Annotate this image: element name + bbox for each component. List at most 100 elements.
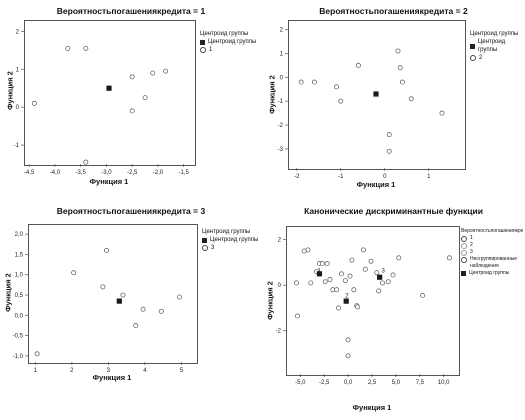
legend-label: Центроид группы <box>210 237 259 243</box>
legend-item: 2 <box>461 242 523 249</box>
data-point <box>324 261 330 267</box>
chart-title: Вероятностьпогашениякредита = 3 <box>56 206 206 216</box>
legend-label: Центроид группы <box>477 39 506 53</box>
y-tick-label: -1,0 <box>13 354 24 360</box>
square-marker-icon <box>461 271 466 276</box>
square-marker-icon <box>202 237 207 243</box>
legend-title: Центроид группы <box>470 31 519 37</box>
data-point <box>345 353 351 359</box>
y-axis-label: Функция 2 <box>3 273 13 312</box>
data-point <box>360 247 366 253</box>
data-point <box>374 270 380 276</box>
data-point <box>362 266 368 272</box>
square-marker-icon <box>200 39 205 45</box>
data-point <box>142 95 148 101</box>
legend: Центроид группы Центроид группы 2 <box>470 30 525 62</box>
legend-item: Центроид группы <box>470 38 525 54</box>
circle-marker-icon <box>470 55 476 61</box>
y-tick-label: 2,0 <box>15 232 24 238</box>
circle-marker-icon <box>461 242 467 249</box>
x-tick-label: -5,0 <box>295 380 306 386</box>
data-point <box>163 68 169 74</box>
data-point <box>294 280 299 286</box>
chart-panel-1: Вероятностьпогашениякредита = 1 -4,5 -4,0… <box>0 0 262 200</box>
x-tick-label: -3,0 <box>101 170 112 176</box>
y-tick-label: -0,5 <box>13 334 24 340</box>
legend-label: 1 <box>470 235 473 241</box>
legend-label: 2 <box>470 242 473 248</box>
chart-title: Канонические дискриминантные функции <box>304 206 483 216</box>
centroid-label: 1 <box>318 269 322 275</box>
data-point <box>368 258 374 264</box>
y-tick-label: -1 <box>14 143 20 149</box>
legend-label: Центроид группы <box>469 270 510 276</box>
data-point <box>311 79 317 85</box>
x-tick-label: -4,0 <box>50 170 61 176</box>
data-point <box>395 48 401 54</box>
data-point <box>385 279 391 285</box>
y-tick-label: 2 <box>280 28 284 34</box>
centroid-point <box>373 91 379 97</box>
data-point <box>133 323 139 328</box>
x-axis-label: Функция 1 <box>92 373 132 382</box>
y-tick-label: -3 <box>278 147 284 153</box>
legend-item: 1 <box>200 46 256 54</box>
data-point <box>71 270 77 276</box>
legend-item: Центроид группы <box>200 38 256 46</box>
y-tick-label: 0,5 <box>15 293 24 299</box>
y-tick-label: 2 <box>16 29 20 35</box>
legend-item: 2 <box>470 54 525 62</box>
x-tick-label: -1,5 <box>179 170 190 176</box>
data-point <box>338 271 344 277</box>
data-point <box>34 351 40 357</box>
chart-svg: -5,0 -2,5 0,0 2,5 5,0 7,5 10,0 -2 0 2 1 2 3 <box>276 238 452 386</box>
y-tick-label: 1 <box>280 51 284 57</box>
data-point <box>396 255 402 261</box>
x-axis-label: Функция 1 <box>356 180 396 189</box>
centroid-label: 2 <box>345 294 349 300</box>
legend-item: Центроид группы <box>202 236 258 244</box>
legend-label: 2 <box>479 55 483 61</box>
y-tick-label: 0 <box>280 75 284 81</box>
centroid-point <box>343 298 349 304</box>
centroid-label: 3 <box>382 269 386 275</box>
chart-title: Вероятностьпогашениякредита = 1 <box>56 6 206 16</box>
data-point <box>408 96 414 102</box>
legend-label: 3 <box>470 249 473 255</box>
data-point <box>158 308 164 314</box>
y-tick-label: 1,5 <box>15 252 24 258</box>
chart-svg: -4,5 -4,0 -3,5 -3,0 -2,5 -2,0 -1,5 -1 0 1 2 <box>14 29 190 176</box>
x-tick-label: 7,5 <box>416 380 425 386</box>
data-point <box>83 45 89 51</box>
centroid-point <box>377 274 383 280</box>
data-point <box>322 279 328 285</box>
x-tick-label: 5 <box>180 368 184 374</box>
data-point <box>446 255 452 261</box>
y-axis-label: Функция 2 <box>5 71 15 110</box>
centroid-point <box>116 298 122 304</box>
legend-label: 1 <box>209 47 213 53</box>
x-tick-label: 5,0 <box>392 380 401 386</box>
legend: Центроид группы Центроид группы 3 <box>202 228 258 252</box>
data-point <box>31 100 37 106</box>
centroid-point <box>316 271 323 277</box>
chart-title: Вероятностьпогашениякредита = 2 <box>319 6 468 16</box>
y-tick-label: 0 <box>278 283 282 289</box>
data-point <box>298 79 304 85</box>
data-point <box>83 159 89 165</box>
data-point <box>65 45 71 51</box>
chart-svg: 1 2 3 4 5 -1,0 -0,5 0,0 0,5 1,0 1,5 2,0 <box>13 232 184 374</box>
x-tick-label: 0 <box>383 174 387 180</box>
data-point <box>386 132 392 138</box>
legend-label: 3 <box>211 245 215 251</box>
circle-marker-icon <box>461 257 467 263</box>
data-point <box>295 313 300 319</box>
legend-item: 3 <box>202 244 258 252</box>
chart-svg: -2 -1 0 1 -3 -2 -1 0 1 2 <box>278 28 445 180</box>
data-point <box>327 277 333 282</box>
legend-label: Несгруппированные наблюдения <box>470 256 517 269</box>
data-point <box>104 247 109 253</box>
x-tick-label: 1 <box>427 174 431 180</box>
data-point <box>336 305 342 311</box>
data-point <box>420 292 426 298</box>
